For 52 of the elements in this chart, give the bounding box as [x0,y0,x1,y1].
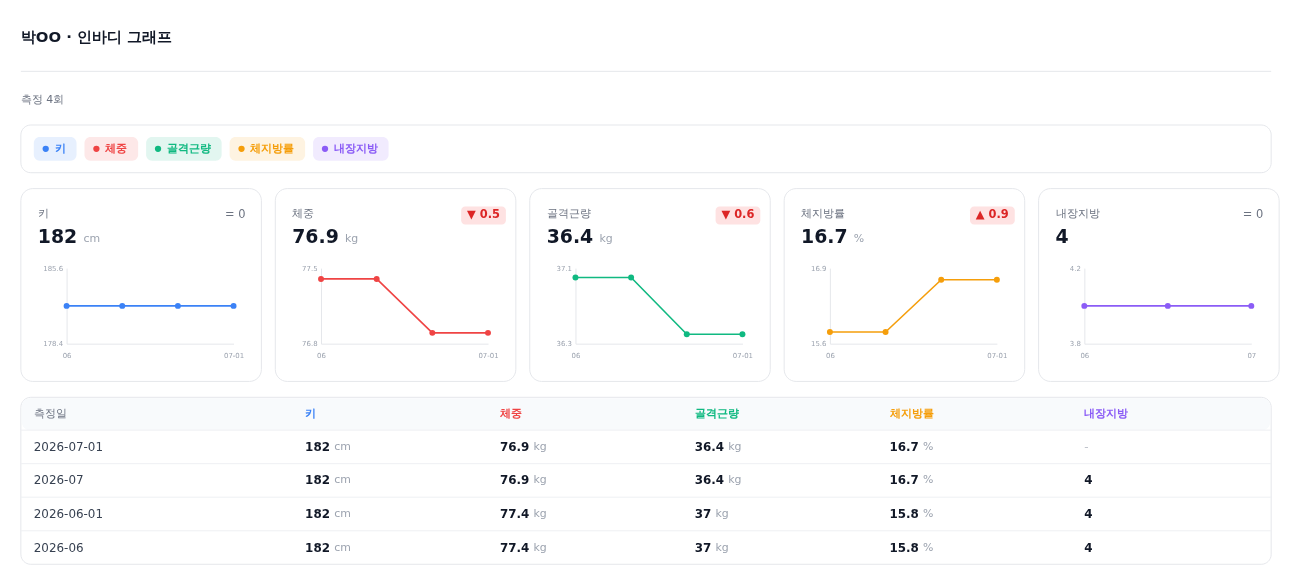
text: ▼ 0.6 [721,207,755,222]
text: 182 cm [37,225,101,248]
category-label: 2026-06-01 [33,506,103,521]
text: 박OO · 인바디 그래프 [20,27,173,46]
legend-label: 키 [54,140,66,155]
text: 4 [1084,540,1093,555]
text: 4 [1084,473,1093,488]
legend-label: 체지방률 [249,140,295,155]
text: 77.4 kg [499,540,547,555]
category-label: 2026-07 [33,473,84,488]
text: 4 [1084,506,1093,521]
category-label: 2026-06 [33,540,84,555]
text: 36.4 kg [694,439,742,454]
text: 15.8 % [889,506,934,521]
text: 16.7 % [889,473,934,488]
text: 37 kg [694,506,729,521]
text: 76.9 kg [292,225,359,248]
text: 182 cm [305,473,351,488]
text: = 0 [1242,207,1264,222]
text: - [1084,439,1089,454]
text: 15.8 % [889,540,934,555]
text: 4 [1055,225,1069,248]
chart-title: 키 [37,207,49,221]
text: 36.4 kg [694,473,742,488]
legend-label: 골격근량 [166,140,211,155]
chart-title: 체중 [292,207,315,221]
chart-title: 내장지방 [1055,207,1100,221]
chart-title: 체지방률 [801,207,846,221]
category-label: 체지방률 [888,405,934,420]
legend-label: 내장지방 [333,140,378,155]
category-label: 2026-07-01 [33,439,103,454]
chart-title: 골격근량 [546,207,591,221]
text: ▲ 0.9 [975,207,1009,222]
category-label: 키 [305,405,317,420]
category-label: 내장지방 [1084,405,1129,420]
category-label: 골격근량 [694,405,739,420]
text: 76.9 kg [499,439,547,454]
text: 77.4 kg [499,506,547,521]
text: 측정일 [33,405,67,420]
text: 182 cm [305,540,351,555]
text: 182 cm [305,506,351,521]
text: 182 cm [305,439,351,454]
text: 37 kg [694,540,729,555]
text: = 0 [225,207,246,222]
text: 16.7 % [801,225,865,248]
text: 16.7 % [889,439,934,454]
text: 76.9 kg [499,473,547,488]
text: ▼ 0.5 [466,207,500,222]
legend-label: 체중 [104,140,128,155]
text: 36.4 kg [546,225,613,248]
category-label: 체중 [498,405,522,420]
text: 측정 4회 [20,93,65,107]
